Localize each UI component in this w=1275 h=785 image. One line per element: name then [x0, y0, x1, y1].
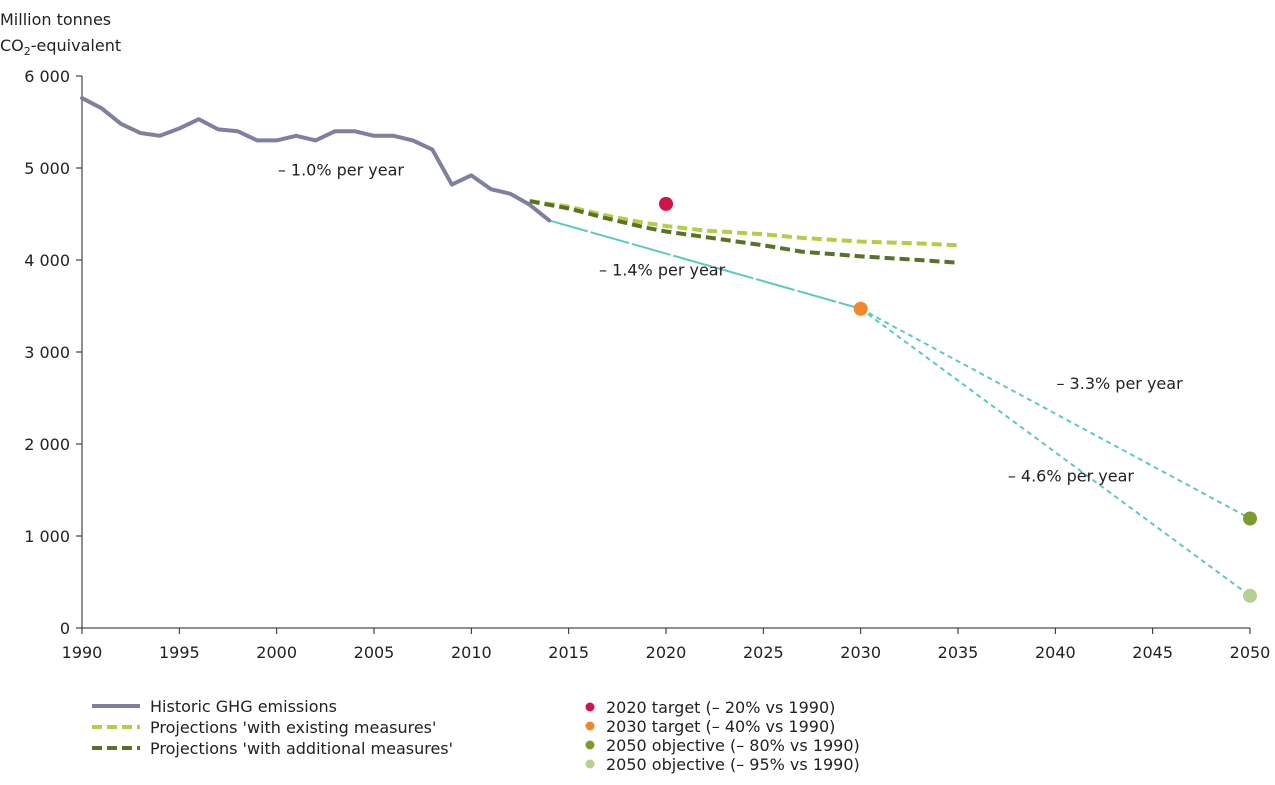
y-axis-title-sub: 2: [24, 45, 31, 58]
x-tick-label: 1990: [62, 643, 103, 662]
target-point-2: [1243, 511, 1257, 526]
y-tick-label: 6 000: [24, 67, 70, 86]
target-point-1: [853, 301, 868, 316]
y-axis-title-co: CO: [0, 36, 24, 55]
y-axis-title-line2: CO2-equivalent: [0, 36, 121, 58]
series-line-2: [529, 199, 959, 265]
x-tick-label: 2050: [1230, 643, 1271, 662]
rate-annotation: – 4.6% per year: [1008, 467, 1135, 486]
x-tick-label: 2040: [1035, 643, 1076, 662]
x-tick-label: 2015: [548, 643, 589, 662]
x-tick-label: 2020: [646, 643, 687, 662]
series-line-1: [529, 199, 959, 248]
annotations: – 1.0% per year – 1.4% per year – 3.3% per…: [278, 160, 1183, 485]
x-tick-label: 2025: [743, 643, 784, 662]
x-tick-label: 2030: [840, 643, 881, 662]
y-tick-label: 3 000: [24, 343, 70, 362]
y-axis-title-line1: Million tonnes: [0, 10, 111, 29]
legend-label: 2050 objective (– 80% vs 1990): [606, 736, 860, 755]
trend-lines: [548, 219, 1251, 597]
legend-swatch-dot: [585, 740, 595, 750]
legend-swatch-dot: [585, 759, 595, 769]
trend-line: [860, 307, 1251, 520]
target-point-3: [1243, 588, 1257, 603]
y-tick-label: 4 000: [24, 251, 70, 270]
legend-label: Projections 'with existing measures': [150, 718, 436, 737]
x-tick-label: 2010: [451, 643, 492, 662]
legend-label: 2050 objective (– 95% vs 1990): [606, 755, 860, 774]
legend-swatch-dot: [585, 721, 595, 731]
x-tick-label: 2045: [1132, 643, 1173, 662]
x-tick-label: 1995: [159, 643, 200, 662]
x-tick-label: 2005: [354, 643, 395, 662]
series-line-0: [80, 96, 552, 223]
legend: Historic GHG emissions Projections 'with …: [92, 697, 860, 774]
y-tick-label: 2 000: [24, 435, 70, 454]
legend-label: 2030 target (– 40% vs 1990): [606, 717, 835, 736]
y-tick-label: 5 000: [24, 159, 70, 178]
y-axis-title-rest: -equivalent: [31, 36, 121, 55]
target-point-0: [659, 196, 673, 211]
rate-annotation: – 1.0% per year: [278, 160, 405, 179]
legend-label: Projections 'with additional measures': [150, 739, 453, 758]
rate-annotation: – 3.3% per year: [1056, 374, 1183, 393]
legend-swatch-dot: [585, 702, 595, 712]
trend-line: [548, 219, 861, 310]
rate-annotation: – 1.4% per year: [599, 261, 726, 280]
legend-label: 2020 target (– 20% vs 1990): [606, 698, 835, 717]
y-tick-label: 0: [60, 619, 70, 638]
axes: 0 1 000 2 000 3 000 4 000 5 000 6 000 1990 1995 2…: [24, 67, 1270, 662]
x-tick-label: 2000: [256, 643, 297, 662]
legend-label: Historic GHG emissions: [150, 697, 337, 716]
trend-line: [860, 307, 1251, 597]
y-tick-label: 1 000: [24, 527, 70, 546]
target-points: [659, 196, 1257, 603]
x-tick-label: 2035: [938, 643, 979, 662]
series-lines: [80, 96, 959, 265]
